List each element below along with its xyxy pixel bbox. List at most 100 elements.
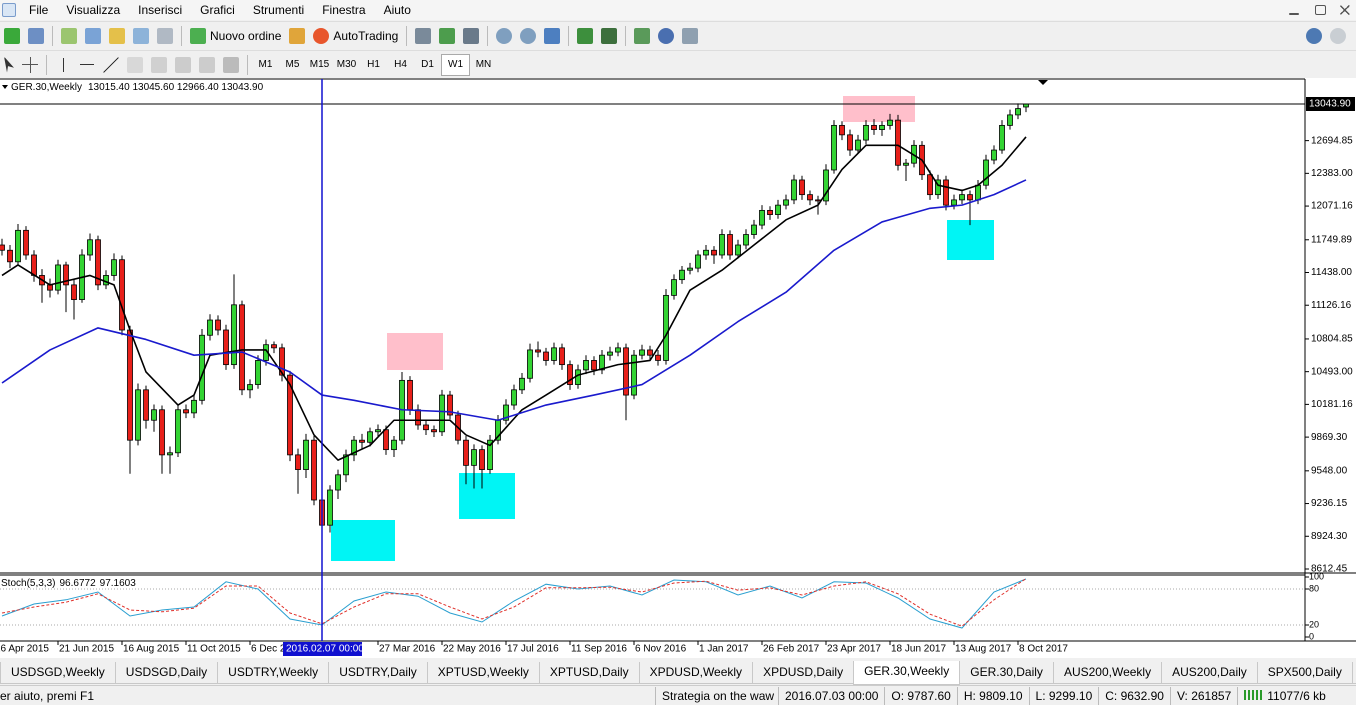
candle-body [31, 254, 37, 276]
data-window-button[interactable] [85, 28, 101, 44]
menu-item[interactable]: Aiuto [383, 3, 411, 17]
chat-button[interactable] [1330, 28, 1346, 44]
chart-tab[interactable]: USDSGD,Daily [114, 661, 219, 684]
candle-body [695, 254, 701, 269]
candle-body [903, 162, 909, 166]
toolbar: M1 M5 M15 M30 H1 H4 D1 W1 MN [0, 50, 1356, 78]
candle-body [215, 319, 221, 331]
menu-item[interactable]: Inserisci [138, 3, 183, 17]
menu-item[interactable]: File [29, 3, 49, 17]
candle-body [575, 369, 581, 385]
crosshair: 2016.02.07 00:00 [283, 642, 364, 656]
stoch-panel [0, 578, 1305, 629]
periods-button[interactable] [658, 28, 675, 44]
chart-tab[interactable]: SPX500,Daily [1256, 661, 1353, 684]
chart-tab[interactable]: XPTUSD,Weekly [426, 661, 540, 684]
candle-body [775, 204, 781, 215]
crosshair-label: 2016.02.07 00:00 [286, 644, 364, 655]
toolbar: Nuovo ordine AutoTrading [0, 21, 1356, 50]
timeframe-button[interactable]: H4 [394, 58, 407, 70]
minimize-button[interactable] [1289, 13, 1299, 15]
timeframe-button[interactable]: M15 [309, 58, 330, 70]
timeframe-button[interactable]: M1 [258, 58, 273, 70]
autotrading-button[interactable]: AutoTrading [309, 25, 402, 47]
search-button[interactable] [1306, 28, 1322, 44]
new-chart-button[interactable] [4, 28, 20, 44]
restore-button[interactable] [1315, 5, 1326, 15]
chart-tab[interactable]: GER.30,Daily [959, 661, 1054, 684]
timeframe-button[interactable]: D1 [421, 58, 434, 70]
close-button[interactable] [1340, 5, 1350, 15]
candle-body [135, 389, 141, 441]
chart-tab[interactable]: GER.30,Weekly [853, 660, 961, 685]
terminal-button[interactable] [133, 28, 149, 44]
stoch-title: Stoch(5,3,3) 96.6772 97.1603 [1, 578, 136, 589]
chart-tab[interactable]: USDTRY,Daily [328, 661, 428, 684]
y-tick-label: 12694.85 [1311, 135, 1353, 146]
candle-body [983, 159, 989, 186]
metaeditor-button[interactable] [289, 28, 306, 44]
zoom-out-button[interactable] [520, 28, 537, 44]
candle-body [727, 234, 733, 256]
line-chart-button[interactable] [463, 28, 480, 44]
indicators-button[interactable] [634, 28, 651, 44]
menu-bar: File Visualizza Inserisci Grafici Strume… [0, 0, 1356, 20]
y-tick-label: 8612.45 [1311, 564, 1348, 575]
timeframe-button[interactable]: M5 [285, 58, 300, 70]
candle-body [87, 239, 93, 256]
tester-button[interactable] [157, 28, 173, 44]
arrows-tool[interactable] [223, 56, 239, 73]
menu-item[interactable]: Strumenti [252, 3, 305, 17]
autoscroll-button[interactable] [577, 28, 594, 44]
timeframe-button[interactable]: MN [475, 58, 492, 70]
trendline-tool[interactable] [103, 56, 119, 73]
timeframe-button[interactable]: H1 [367, 58, 380, 70]
templates-button[interactable] [682, 28, 699, 44]
y-tick-label: 10181.16 [1311, 399, 1353, 410]
hline-tool[interactable] [79, 56, 95, 73]
menu-item[interactable]: Grafici [200, 3, 235, 17]
candle-body [607, 351, 613, 356]
timeframe-button[interactable]: M30 [336, 58, 357, 70]
candle-chart-button[interactable] [439, 28, 456, 44]
zoom-in-button[interactable] [496, 28, 513, 44]
candle-body [767, 209, 773, 215]
tile-button[interactable] [544, 28, 561, 44]
navigator-button[interactable] [109, 28, 125, 44]
cursor-tool[interactable] [4, 56, 14, 73]
candle-body [7, 249, 13, 263]
candle-body [159, 409, 165, 456]
timeframe-button[interactable]: W1 [441, 53, 470, 76]
chart-tab[interactable]: AUS200,Daily [1161, 661, 1258, 684]
menu-item[interactable]: Visualizza [66, 3, 121, 17]
axes: 12694.85 12383.00 12071.16 11749.89 11438.00… [0, 96, 1355, 655]
candle-body [503, 404, 509, 421]
profiles-button[interactable] [28, 28, 44, 44]
chart-tab[interactable]: USDSGD,Weekly [0, 661, 116, 684]
candle-body [463, 439, 469, 466]
chart-tab[interactable]: XPDUSD,Weekly [638, 661, 754, 684]
candle-body [407, 379, 413, 411]
candle-body [671, 279, 677, 296]
shift-button[interactable] [601, 28, 618, 44]
chart-tab[interactable]: USDTRY,Weekly [217, 661, 330, 684]
candle-body [583, 360, 589, 371]
chart-tab[interactable]: XPDUSD,Daily [752, 661, 855, 684]
channel-tool[interactable] [127, 56, 143, 73]
chart-tab[interactable]: GER. [1351, 661, 1356, 684]
chart-tab[interactable]: AUS200,Weekly [1052, 661, 1163, 684]
new-order-button[interactable]: Nuovo ordine [186, 25, 285, 47]
chart-tab[interactable]: XPTUSD,Daily [538, 661, 640, 684]
menu-item[interactable]: Finestra [322, 3, 366, 17]
text-tool[interactable] [175, 56, 191, 73]
crosshair-tool[interactable] [22, 56, 38, 73]
candle-body [335, 474, 341, 491]
market-watch-button[interactable] [61, 28, 77, 44]
stoch-tick-label: 80 [1309, 583, 1319, 593]
label-tool[interactable] [199, 56, 215, 73]
fibo-tool[interactable] [151, 56, 167, 73]
bar-chart-button[interactable] [415, 28, 432, 44]
candle-body [223, 329, 229, 366]
vline-tool[interactable] [55, 56, 71, 73]
